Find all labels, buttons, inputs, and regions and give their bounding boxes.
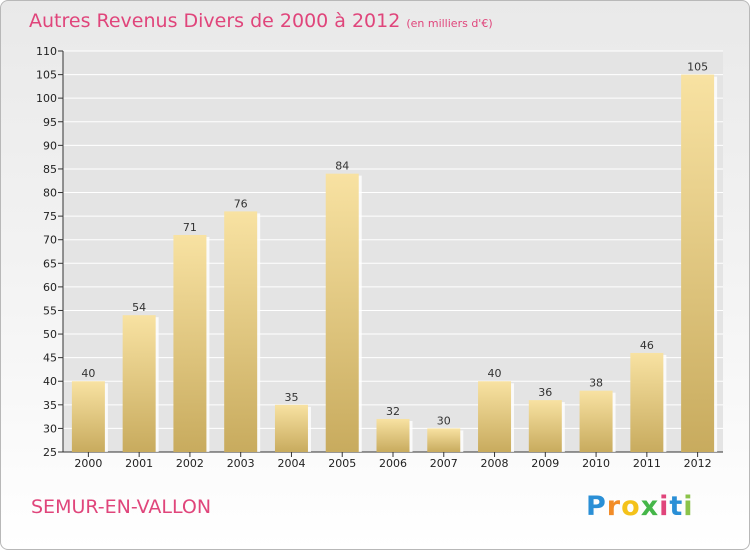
bar [630, 352, 664, 452]
bar [376, 418, 410, 452]
bar [173, 234, 207, 452]
x-tick-label: 2007 [430, 457, 458, 470]
y-tick-label: 95 [43, 116, 57, 129]
y-tick-label: 35 [43, 399, 57, 412]
x-tick-label: 2012 [684, 457, 712, 470]
data-label: 40 [81, 367, 95, 380]
y-tick-label: 80 [43, 187, 57, 200]
bar [224, 211, 258, 452]
y-tick-label: 110 [36, 45, 57, 58]
x-tick-label: 2010 [582, 457, 610, 470]
y-tick-label: 45 [43, 352, 57, 365]
data-label: 32 [386, 405, 400, 418]
x-tick-label: 2003 [227, 457, 255, 470]
bar [71, 381, 105, 452]
y-tick-label: 55 [43, 304, 57, 317]
y-tick-label: 75 [43, 210, 57, 223]
data-label: 84 [335, 160, 349, 173]
data-label: 30 [437, 414, 451, 427]
data-label: 54 [132, 301, 146, 314]
logo-letter: o [621, 491, 641, 522]
y-tick-label: 70 [43, 234, 57, 247]
y-tick-label: 50 [43, 328, 57, 341]
y-tick-label: 85 [43, 163, 57, 176]
x-tick-label: 2005 [328, 457, 356, 470]
data-label: 40 [488, 367, 502, 380]
y-tick-label: 30 [43, 422, 57, 435]
x-tick-label: 2008 [481, 457, 509, 470]
x-tick-label: 2000 [74, 457, 102, 470]
bar [274, 404, 308, 452]
chart-unit: (en milliers d'€) [406, 17, 493, 30]
y-tick-label: 60 [43, 281, 57, 294]
bar [325, 173, 359, 453]
y-tick-label: 90 [43, 139, 57, 152]
x-tick-label: 2001 [125, 457, 153, 470]
logo-letter: x [640, 491, 660, 522]
bar [528, 400, 562, 452]
x-tick-label: 2002 [176, 457, 204, 470]
plot-area [63, 51, 723, 452]
x-tick-label: 2009 [531, 457, 559, 470]
bar [122, 315, 156, 452]
x-tick-label: 2006 [379, 457, 407, 470]
y-tick-label: 100 [36, 92, 57, 105]
y-tick-label: 25 [43, 446, 57, 459]
data-label: 46 [640, 339, 654, 352]
chart-title: Autres Revenus Divers de 2000 à 2012 (en … [29, 10, 493, 32]
y-tick-label: 65 [43, 257, 57, 270]
data-label: 105 [687, 61, 708, 74]
logo-letter: i [683, 491, 694, 522]
chart-title-text: Autres Revenus Divers de 2000 à 2012 [29, 10, 401, 32]
y-tick-label: 105 [36, 69, 57, 82]
bar [579, 390, 613, 452]
proxiti-logo: Proxiti [586, 491, 694, 522]
x-tick-label: 2011 [633, 457, 661, 470]
y-tick-label: 40 [43, 375, 57, 388]
x-tick-label: 2004 [277, 457, 305, 470]
bar [681, 74, 715, 453]
logo-letter: i [659, 491, 670, 522]
commune-name: SEMUR-EN-VALLON [31, 496, 212, 518]
data-label: 36 [538, 386, 552, 399]
logo-letter: r [606, 491, 622, 522]
bar [427, 428, 461, 452]
bar [478, 381, 512, 452]
logo-letter: t [669, 491, 684, 522]
data-label: 71 [183, 221, 197, 234]
data-label: 76 [234, 197, 248, 210]
data-label: 35 [284, 391, 298, 404]
logo-letter: P [586, 491, 607, 522]
data-label: 38 [589, 377, 603, 390]
